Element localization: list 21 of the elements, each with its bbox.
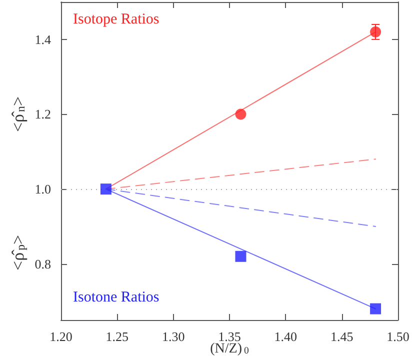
y-tick-label: 1.0 (34, 182, 51, 197)
y-axis-title: <ρ̂n> (8, 96, 28, 132)
x-tick-label: 1.30 (162, 329, 185, 344)
x-axis-title: (N/Z)0 (210, 342, 249, 356)
text: <ρ̂p> (8, 234, 28, 270)
x-tick-label: 1.25 (106, 329, 129, 344)
text: Isotone Ratios (73, 290, 160, 306)
point (370, 26, 382, 38)
x-tick-label: 1.50 (386, 329, 410, 344)
x-tick-label: 1.20 (50, 329, 72, 344)
y-tick-label: 1.4 (34, 32, 52, 47)
point (100, 184, 112, 195)
y-tick-label: 1.2 (34, 106, 51, 122)
y-tick-label: 0.8 (34, 256, 51, 272)
x-tick-label: 1.40 (274, 329, 298, 344)
text: Isotope Ratios (73, 12, 160, 28)
x-tick-label: 1.35 (218, 329, 241, 344)
point (235, 108, 246, 120)
x-tick-label: 1.45 (330, 329, 354, 344)
point (235, 250, 246, 262)
point (370, 303, 382, 314)
